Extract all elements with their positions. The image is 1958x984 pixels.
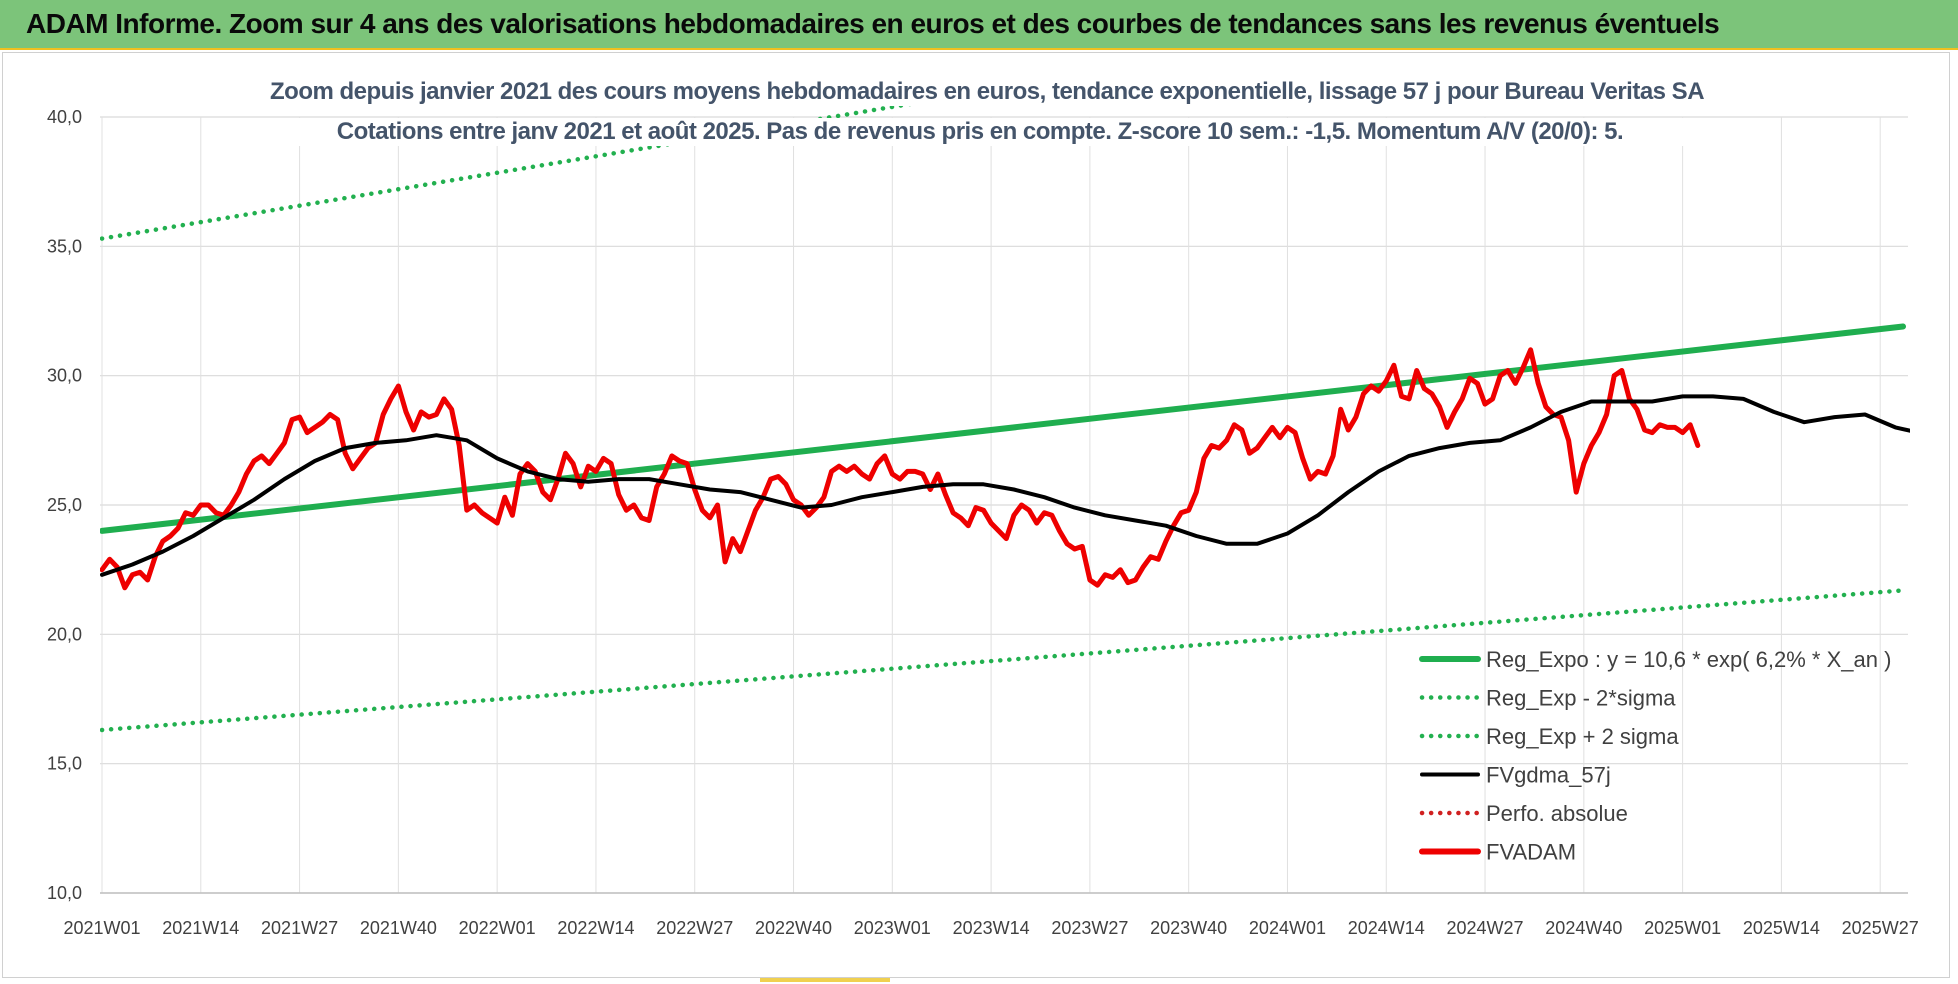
banner-title: ADAM Informe. Zoom sur 4 ans des valoris… bbox=[26, 8, 1720, 39]
y-tick-label: 20,0 bbox=[47, 624, 82, 644]
chart-frame bbox=[2, 52, 1950, 978]
y-tick-label: 10,0 bbox=[47, 883, 82, 903]
x-tick-label: 2022W27 bbox=[656, 918, 733, 938]
legend-label: Reg_Expo : y = 10,6 * exp( 6,2% * X_an ) bbox=[1486, 647, 1891, 672]
legend-label: Perfo. absolue bbox=[1486, 801, 1628, 826]
series-line-5 bbox=[100, 347, 1701, 591]
legend-label: Reg_Exp + 2 sigma bbox=[1486, 724, 1679, 749]
x-tick-label: 2021W40 bbox=[360, 918, 437, 938]
x-tick-label: 2022W40 bbox=[755, 918, 832, 938]
x-tick-label: 2021W01 bbox=[63, 918, 140, 938]
x-tick-label: 2024W14 bbox=[1348, 918, 1425, 938]
x-tick-label: 2025W27 bbox=[1842, 918, 1919, 938]
y-tick-label: 30,0 bbox=[47, 366, 82, 386]
x-tick-label: 2025W01 bbox=[1644, 918, 1721, 938]
chart-subtitle: Cotations entre janv 2021 et août 2025. … bbox=[270, 118, 1690, 146]
x-tick-label: 2023W27 bbox=[1051, 918, 1128, 938]
y-tick-label: 40,0 bbox=[47, 107, 82, 127]
x-tick-label: 2022W14 bbox=[557, 918, 634, 938]
series-line-1 bbox=[100, 588, 1906, 733]
axis-layer: 10,0 15,0 20,0 25,0 30,0 35,0 40,0 2021W01 2021W… bbox=[47, 107, 1919, 938]
x-tick-label: 2023W01 bbox=[854, 918, 931, 938]
x-tick-label: 2025W14 bbox=[1743, 918, 1820, 938]
x-tick-label: 2023W14 bbox=[953, 918, 1030, 938]
bottom-accent bbox=[760, 978, 890, 982]
series-layer bbox=[100, 90, 1910, 733]
x-tick-label: 2024W40 bbox=[1545, 918, 1622, 938]
x-tick-label: 2024W01 bbox=[1249, 918, 1326, 938]
legend-label: Reg_Exp - 2*sigma bbox=[1486, 686, 1676, 711]
series-line-3 bbox=[100, 394, 1910, 577]
legend-label: FVgdma_57j bbox=[1486, 763, 1611, 788]
chart-title: Zoom depuis janvier 2021 des cours moyen… bbox=[270, 78, 1705, 106]
x-tick-label: 2021W14 bbox=[162, 918, 239, 938]
legend-label: FVADAM bbox=[1486, 840, 1576, 865]
x-tick-label: 2022W01 bbox=[459, 918, 536, 938]
banner: ADAM Informe. Zoom sur 4 ans des valoris… bbox=[0, 0, 1958, 50]
series-line-0 bbox=[100, 323, 1906, 534]
x-tick-label: 2021W27 bbox=[261, 918, 338, 938]
y-tick-label: 15,0 bbox=[47, 754, 82, 774]
x-tick-label: 2024W27 bbox=[1447, 918, 1524, 938]
y-tick-label: 35,0 bbox=[47, 236, 82, 256]
x-tick-label: 2023W40 bbox=[1150, 918, 1227, 938]
y-tick-label: 25,0 bbox=[47, 495, 82, 515]
legend: Reg_Expo : y = 10,6 * exp( 6,2% * X_an )… bbox=[1419, 647, 1891, 865]
grid-layer bbox=[100, 116, 1908, 894]
